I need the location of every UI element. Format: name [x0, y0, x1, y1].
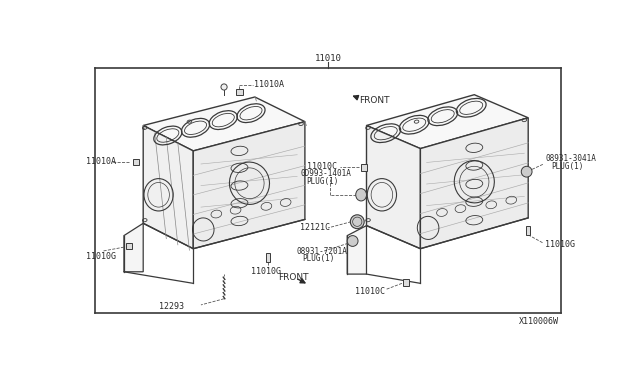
Text: 11010G: 11010G [86, 252, 116, 261]
Text: 0D993-1401A: 0D993-1401A [300, 170, 351, 179]
Ellipse shape [521, 166, 532, 177]
Bar [133, 158, 139, 165]
Bar [361, 164, 367, 171]
Ellipse shape [350, 215, 364, 229]
Text: 12121C: 12121C [300, 224, 330, 232]
Polygon shape [367, 125, 420, 249]
Bar [266, 253, 270, 262]
Text: 11010G: 11010G [545, 240, 575, 249]
Text: PLUG(1): PLUG(1) [551, 162, 584, 171]
Ellipse shape [356, 189, 367, 201]
Text: FRONT: FRONT [359, 96, 389, 105]
Text: FRONT: FRONT [278, 273, 308, 282]
Bar [126, 243, 132, 250]
Text: PLUG(1): PLUG(1) [303, 254, 335, 263]
Text: PLUG(1): PLUG(1) [307, 177, 339, 186]
Polygon shape [348, 225, 367, 274]
Polygon shape [124, 223, 143, 272]
Circle shape [221, 84, 227, 90]
Text: 12293: 12293 [159, 302, 184, 311]
Bar [236, 89, 243, 95]
Text: 11010A: 11010A [86, 157, 116, 166]
Bar [526, 225, 530, 235]
Polygon shape [143, 125, 193, 249]
Ellipse shape [348, 235, 358, 246]
Polygon shape [367, 95, 528, 148]
Text: 11010G: 11010G [251, 267, 281, 276]
Text: 11010: 11010 [315, 54, 341, 63]
Polygon shape [143, 97, 305, 151]
Text: 11010C: 11010C [307, 162, 337, 171]
Polygon shape [193, 122, 305, 249]
Text: 11010C: 11010C [355, 286, 385, 295]
Text: 11010A: 11010A [254, 80, 284, 89]
Text: 08931-7201A: 08931-7201A [296, 247, 348, 256]
Bar [403, 279, 409, 286]
Text: 08931-3041A: 08931-3041A [545, 154, 596, 163]
Text: X110006W: X110006W [519, 317, 559, 326]
Polygon shape [420, 118, 528, 249]
